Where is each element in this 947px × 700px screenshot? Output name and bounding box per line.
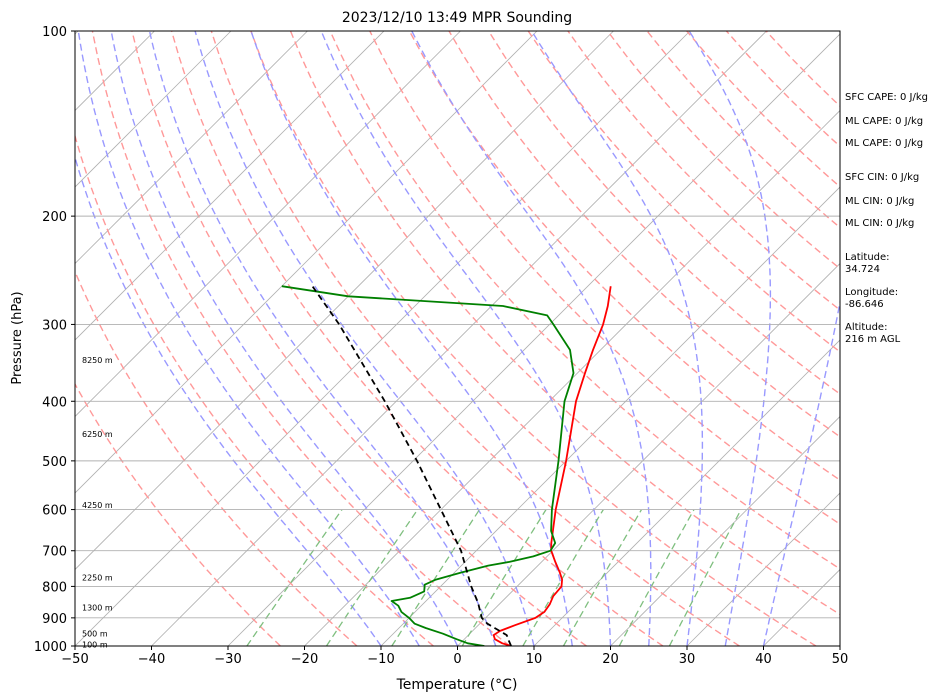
y-tick-label: 700	[42, 545, 67, 560]
height-label: 1300 m	[82, 603, 113, 612]
moist-adiabat-line	[250, 31, 573, 646]
height-label: 4250 m	[82, 501, 113, 510]
mixing-ratio-line	[668, 509, 742, 646]
y-tick-label: 900	[42, 612, 67, 627]
moist-adiabat-line	[762, 298, 840, 646]
height-label: 6250 m	[82, 430, 113, 439]
moist-adiabat-line	[148, 31, 497, 646]
isotherm-line	[380, 186, 840, 646]
background-lines	[0, 31, 840, 646]
info-line: ML CIN: 0 J/kg	[845, 218, 915, 229]
x-tick-label: 30	[679, 652, 696, 667]
moist-adiabat-line	[194, 31, 535, 646]
info-line: SFC CIN: 0 J/kg	[845, 172, 920, 183]
moist-adiabat-line	[531, 31, 704, 646]
isotherm-line	[75, 31, 538, 494]
height-label: 2250 m	[82, 574, 113, 583]
series-layer	[281, 285, 612, 646]
x-tick-label: 50	[832, 652, 849, 667]
mixing-ratio-line	[618, 509, 695, 646]
info-line: Latitude: 34.724	[845, 252, 890, 275]
height-label: 8250 m	[82, 356, 113, 365]
info-line: Altitude: 216 m AGL	[845, 322, 901, 345]
dry-adiabat-line	[408, 31, 840, 481]
x-tick-label: 0	[453, 652, 461, 667]
isotherm-line	[75, 31, 308, 265]
x-tick-label: −10	[367, 652, 394, 667]
x-tick-label: −30	[214, 652, 241, 667]
x-tick-label: 20	[602, 652, 619, 667]
y-tick-label: 100	[42, 25, 67, 40]
dry-adiabat-line	[131, 31, 587, 646]
moist-adiabat-line	[110, 31, 459, 646]
x-tick-label: 10	[526, 652, 543, 667]
isotherm-line	[75, 31, 461, 418]
dry-adiabat-line	[75, 133, 434, 646]
isotherm-line	[227, 33, 840, 646]
y-tick-label: 600	[42, 504, 67, 519]
dry-adiabat-line	[289, 31, 840, 616]
dry-adiabat-line	[250, 31, 817, 646]
x-tick-label: −20	[291, 652, 318, 667]
x-axis-label: Temperature (°C)	[396, 677, 518, 693]
y-tick-label: 800	[42, 580, 67, 595]
isotherm-line	[304, 109, 840, 646]
info-line: Longitude: -86.646	[845, 287, 899, 310]
y-tick-label: 300	[42, 318, 67, 333]
mixing-ratio-line	[325, 509, 419, 646]
dry-adiabat-line	[91, 31, 511, 646]
moist-adiabat-line	[411, 31, 652, 646]
x-tick-label: −50	[61, 652, 88, 667]
isotherm-line	[75, 31, 385, 341]
dry-adiabat-line	[75, 382, 281, 646]
mixing-ratio-line	[522, 509, 604, 646]
moist-adiabat-line	[77, 31, 420, 646]
y-tick-label: 400	[42, 395, 67, 410]
parcel-profile-line	[311, 285, 512, 646]
y-tick-label: 500	[42, 455, 67, 470]
y-tick-label: 200	[42, 210, 67, 225]
height-label: 500 m	[82, 630, 108, 639]
moist-adiabat-line	[688, 31, 772, 646]
isotherm-line	[610, 415, 840, 646]
height-label: 100 m	[82, 640, 108, 649]
plot-frame	[74, 30, 841, 647]
dry-adiabat-line	[369, 31, 840, 525]
dry-adiabat-line	[75, 269, 358, 646]
info-line: ML CAPE: 0 J/kg	[845, 138, 924, 149]
isotherm-line	[75, 31, 232, 188]
moist-adiabat-line	[75, 155, 382, 646]
mixing-ratio-line	[391, 509, 481, 646]
isotherm-line	[457, 262, 840, 646]
dry-adiabat-line	[210, 31, 740, 646]
info-line: SFC CAPE: 0 J/kg	[845, 92, 928, 103]
info-line: ML CIN: 0 J/kg	[845, 196, 915, 207]
chart-title: 2023/12/10 13:49 MPR Sounding	[342, 10, 572, 26]
dry-adiabat-line	[170, 31, 664, 646]
mixing-ratio-line	[461, 509, 547, 646]
x-tick-label: 40	[755, 652, 772, 667]
y-axis-label: Pressure (hPa)	[10, 291, 25, 384]
axes: −50 −40 −30 −20 −10 0 10 20 30 40 50 100 200 300 400 50…	[34, 25, 848, 667]
isotherm-line	[686, 492, 840, 646]
dewpoint-profile-line	[281, 285, 575, 646]
isotherm-line	[0, 31, 2, 646]
dry-adiabat-line	[329, 31, 840, 570]
info-line: ML CAPE: 0 J/kg	[845, 116, 924, 127]
x-tick-label: −40	[138, 652, 165, 667]
isotherm-line	[75, 31, 691, 646]
isotherm-line	[151, 31, 767, 646]
isotherm-line	[533, 339, 840, 646]
y-tick-label: 1000	[34, 640, 67, 655]
mixing-ratio-line	[246, 509, 343, 646]
isotherm-line	[75, 31, 614, 571]
